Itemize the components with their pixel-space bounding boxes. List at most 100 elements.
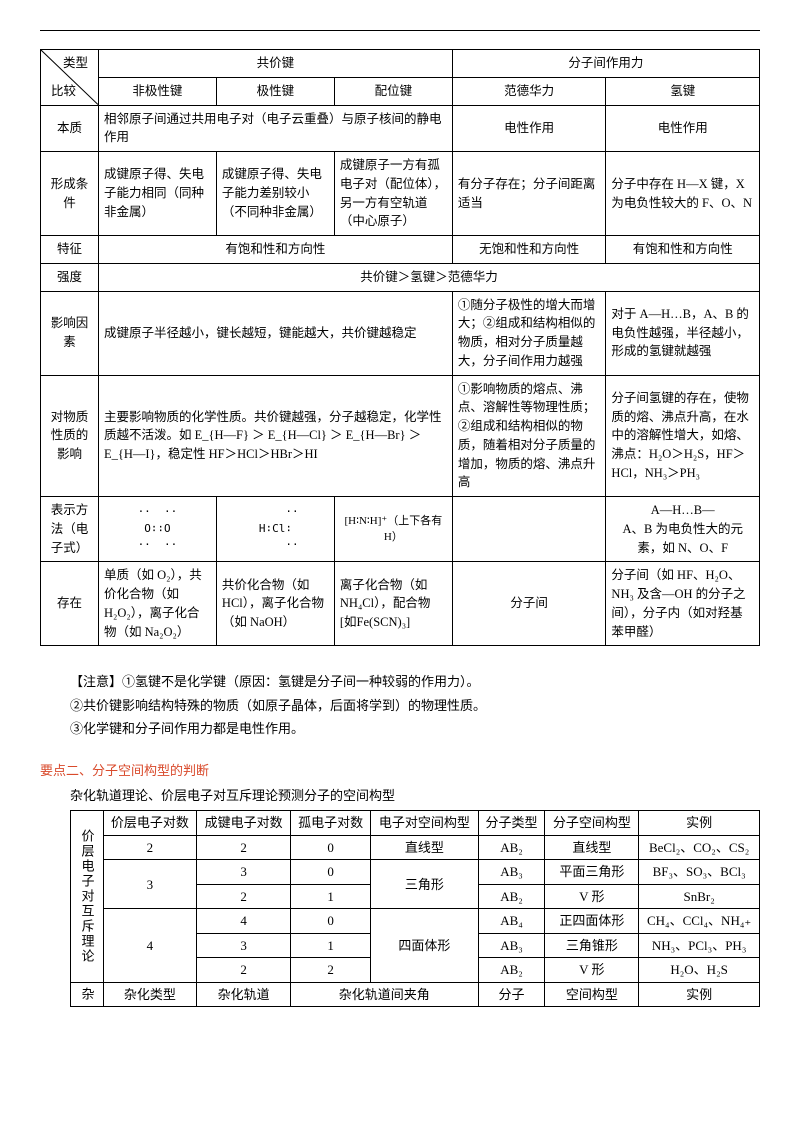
comparison-table: 类型比较 共价键 分子间作用力 非极性键 极性键 配位键 范德华力 氢键 本质 … bbox=[40, 49, 760, 646]
header-hbond: 氢键 bbox=[606, 77, 760, 105]
r3c2: 0 bbox=[291, 909, 371, 934]
r4c4: AB₃ bbox=[478, 933, 545, 958]
r0c3: 直线型 bbox=[371, 835, 478, 860]
row-exist-label: 存在 bbox=[41, 562, 99, 646]
r3c1: 4 bbox=[197, 909, 291, 934]
essence-cov: 相邻原子间通过共用电子对（电子云重叠）与原子核间的静电作用 bbox=[98, 105, 452, 152]
note-3: ③化学键和分子间作用力都是电性作用。 bbox=[70, 717, 760, 740]
prop-hb: 分子间氢键的存在，使物质的熔、沸点升高，在水中的溶解性增大，如熔、沸点：H₂O＞… bbox=[606, 375, 760, 497]
r3c5: 正四面体形 bbox=[545, 909, 639, 934]
header-polar: 极性键 bbox=[216, 77, 334, 105]
exist-hb: 分子间（如 HF、H₂O、NH₃ 及含—OH 的分子之间），分子内（如对羟基苯甲… bbox=[606, 562, 760, 646]
h3b: 杂化轨道 bbox=[197, 982, 291, 1007]
exist-coord: 离子化合物（如 NH₄Cl），配合物 [如Fe(SCN)₃] bbox=[334, 562, 452, 646]
cond-p: 成键原子得、失电子能力差别较小（不同种非金属） bbox=[216, 152, 334, 236]
feat-vdw: 无饱和性和方向性 bbox=[452, 236, 606, 264]
row-feat-label: 特征 bbox=[41, 236, 99, 264]
str-all: 共价键＞氢键＞范德华力 bbox=[98, 263, 759, 291]
r5c6: H₂O、H₂S bbox=[639, 958, 760, 983]
r2c4: AB₂ bbox=[478, 884, 545, 909]
r3c4: AB₄ bbox=[478, 909, 545, 934]
r3c3: 四面体形 bbox=[371, 909, 478, 983]
r3c0: 4 bbox=[103, 909, 197, 983]
r3c6: CH₄、CCl₄、NH₄₊ bbox=[639, 909, 760, 934]
cond-coord: 成键原子一方有孤电子对（配位体），另一方有空轨道（中心原子） bbox=[334, 152, 452, 236]
r0c5: 直线型 bbox=[545, 835, 639, 860]
row-prop-label: 对物质性质的影响 bbox=[41, 375, 99, 497]
feat-cov: 有饱和性和方向性 bbox=[98, 236, 452, 264]
inf-vdw: ①随分子极性的增大而增大；②组成和结构相似的物质，相对分子质量越大，分子间作用力… bbox=[452, 291, 606, 375]
prop-cov: 主要影响物质的化学性质。共价键越强，分子越稳定，化学性质越不活泼。如 E_{H—… bbox=[98, 375, 452, 497]
header-intermolecular: 分子间作用力 bbox=[452, 50, 759, 78]
r0c1: 2 bbox=[197, 835, 291, 860]
h2b: 成键电子对数 bbox=[197, 811, 291, 836]
row-cond-label: 形成条件 bbox=[41, 152, 99, 236]
h3f: 实例 bbox=[639, 982, 760, 1007]
h2c: 孤电子对数 bbox=[291, 811, 371, 836]
cond-hb: 分子中存在 H—X 键，X 为电负性较大的 F、O、N bbox=[606, 152, 760, 236]
inf-hb: 对于 A—H…B，A、B 的电负性越强，半径越小，形成的氢键就越强 bbox=[606, 291, 760, 375]
row-inf-label: 影响因素 bbox=[41, 291, 99, 375]
h2d: 电子对空间构型 bbox=[371, 811, 478, 836]
h2g: 实例 bbox=[639, 811, 760, 836]
r1c0: 3 bbox=[103, 860, 197, 909]
cond-vdw: 有分子存在；分子间距离适当 bbox=[452, 152, 606, 236]
r4c5: 三角锥形 bbox=[545, 933, 639, 958]
section-2-title: 要点二、分子空间构型的判断 bbox=[40, 760, 760, 779]
header-type: 类型 bbox=[63, 54, 88, 73]
r0c6: BeCl₂、CO₂、CS₂ bbox=[639, 835, 760, 860]
rep-p: ·· H∶Cl∶ ·· bbox=[216, 497, 334, 562]
rep-vdw bbox=[452, 497, 606, 562]
h3c: 杂化轨道间夹角 bbox=[291, 982, 479, 1007]
h2a: 价层电子对数 bbox=[103, 811, 197, 836]
note-1: 【注意】①氢键不是化学键（原因：氢键是分子间一种较弱的作用力）。 bbox=[70, 670, 760, 693]
r0c2: 0 bbox=[291, 835, 371, 860]
inf-cov: 成键原子半径越小，键长越短，键能越大，共价键越稳定 bbox=[98, 291, 452, 375]
note-2: ②共价键影响结构特殊的物质（如原子晶体，后面将学到）的物理性质。 bbox=[70, 694, 760, 717]
r5c5: V 形 bbox=[545, 958, 639, 983]
r1c3: 三角形 bbox=[371, 860, 478, 909]
row-str-label: 强度 bbox=[41, 263, 99, 291]
essence-hb: 电性作用 bbox=[606, 105, 760, 152]
h3d: 分子 bbox=[478, 982, 545, 1007]
header-nonpolar: 非极性键 bbox=[98, 77, 216, 105]
r5c1: 2 bbox=[197, 958, 291, 983]
r2c6: SnBr₂ bbox=[639, 884, 760, 909]
r0c4: AB₂ bbox=[478, 835, 545, 860]
r1c6: BF₃、SO₃、BCl₃ bbox=[639, 860, 760, 885]
r2c2: 1 bbox=[291, 884, 371, 909]
r4c2: 1 bbox=[291, 933, 371, 958]
geometry-table: 价层电子对互斥理论 价层电子对数 成键电子对数 孤电子对数 电子对空间构型 分子… bbox=[70, 810, 760, 1007]
header-compare: 比较 bbox=[51, 82, 76, 101]
essence-vdw: 电性作用 bbox=[452, 105, 606, 152]
exist-vdw: 分子间 bbox=[452, 562, 606, 646]
feat-hb: 有饱和性和方向性 bbox=[606, 236, 760, 264]
prop-vdw: ①影响物质的熔点、沸点、溶解性等物理性质；②组成和结构相似的物质，随着相对分子质… bbox=[452, 375, 606, 497]
r5c2: 2 bbox=[291, 958, 371, 983]
section-2-sub: 杂化轨道理论、价层电子对互斥理论预测分子的空间构型 bbox=[70, 785, 760, 804]
h2f: 分子空间构型 bbox=[545, 811, 639, 836]
r0c0: 2 bbox=[103, 835, 197, 860]
vsepr-label: 价层电子对互斥理论 bbox=[71, 811, 104, 983]
exist-np: 单质（如 O₂），共价化合物（如 H₂O₂），离子化合物（如 Na₂O₂） bbox=[98, 562, 216, 646]
r1c4: AB₃ bbox=[478, 860, 545, 885]
r2c1: 2 bbox=[197, 884, 291, 909]
notes-block: 【注意】①氢键不是化学键（原因：氢键是分子间一种较弱的作用力）。 ②共价键影响结… bbox=[70, 670, 760, 740]
h3a: 杂化类型 bbox=[103, 982, 197, 1007]
r1c1: 3 bbox=[197, 860, 291, 885]
h2e: 分子类型 bbox=[478, 811, 545, 836]
header-vdw: 范德华力 bbox=[452, 77, 606, 105]
header-covalent: 共价键 bbox=[98, 50, 452, 78]
r5c4: AB₂ bbox=[478, 958, 545, 983]
rep-coord: [H∶N∶H]⁺（上下各有H） bbox=[334, 497, 452, 562]
exist-p: 共价化合物（如 HCl），离子化合物（如 NaOH） bbox=[216, 562, 334, 646]
h3e: 空间构型 bbox=[545, 982, 639, 1007]
header-coord: 配位键 bbox=[334, 77, 452, 105]
hybrid-label: 杂 bbox=[71, 982, 104, 1007]
r4c1: 3 bbox=[197, 933, 291, 958]
r1c5: 平面三角形 bbox=[545, 860, 639, 885]
r4c6: NH₃、PCl₃、PH₃ bbox=[639, 933, 760, 958]
r1c2: 0 bbox=[291, 860, 371, 885]
rep-np: ·· ·· O∶∶O ·· ·· bbox=[98, 497, 216, 562]
r2c5: V 形 bbox=[545, 884, 639, 909]
